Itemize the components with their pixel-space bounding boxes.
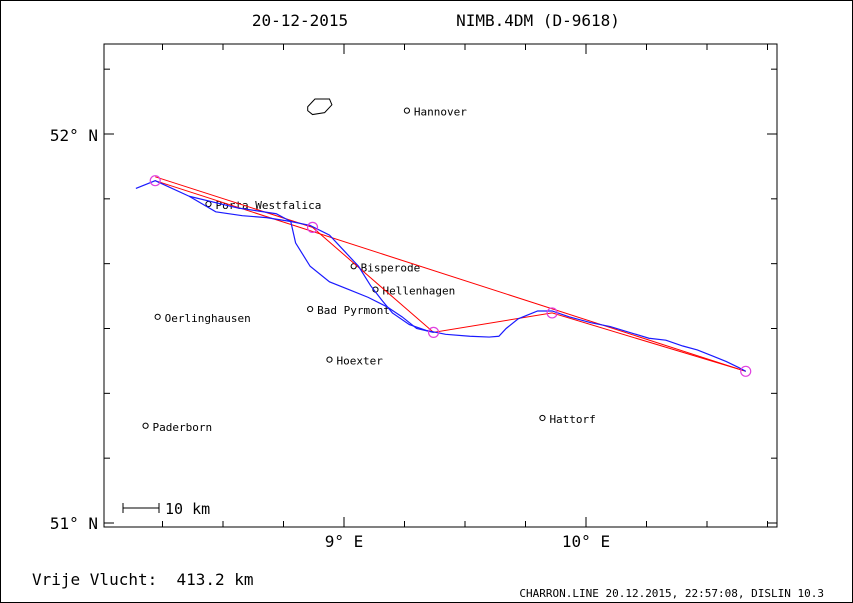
turnpoint-marker <box>149 175 161 187</box>
track-line <box>135 180 747 372</box>
y-tick-label-52: 52° N <box>50 126 98 145</box>
chart-title-date: 20-12-2015 <box>252 11 348 30</box>
turnpoint-marker <box>546 307 558 319</box>
place-marker <box>539 414 546 422</box>
place-label: Hellenhagen <box>382 285 455 298</box>
place-marker <box>326 356 333 363</box>
plot-frame <box>103 43 778 528</box>
place-label: Oerlinghausen <box>165 312 251 325</box>
lake-outline <box>307 98 333 116</box>
place-marker <box>142 422 149 429</box>
chart-title-glider: NIMB.4DM (D-9618) <box>456 11 620 30</box>
place-label: Hannover <box>414 106 467 119</box>
footer-info: CHARRON.LINE 20.12.2015, 22:57:08, DISLI… <box>519 587 824 600</box>
flight-track <box>135 180 747 372</box>
free-flight-distance: Vrije Vlucht: 413.2 km <box>32 570 254 589</box>
place-marker <box>403 107 411 114</box>
scale-bar-label: 10 km <box>165 500 210 518</box>
turnpoints <box>149 175 752 377</box>
task-line <box>155 180 746 372</box>
x-tick-label-10e: 10° E <box>562 532 610 551</box>
x-tick-label-9e: 9° E <box>325 532 364 551</box>
axis-ticks <box>104 44 777 527</box>
y-tick-label-51: 51° N <box>50 514 98 533</box>
place-label: Bad Pyrmont <box>317 304 390 317</box>
place-marker <box>154 313 161 320</box>
place-label: Hattorf <box>549 413 595 426</box>
scale-bar: 10 km <box>122 500 210 518</box>
lake-shape <box>307 98 333 116</box>
place-marker <box>307 305 314 313</box>
turnpoint-marker <box>427 326 440 338</box>
place-label: Bisperode <box>361 261 421 274</box>
place-label: Paderborn <box>153 421 213 434</box>
track-line-return <box>188 195 434 333</box>
turnpoint-marker <box>740 365 752 377</box>
turnpoint-marker <box>306 221 319 233</box>
place-label: Hoexter <box>336 355 383 368</box>
